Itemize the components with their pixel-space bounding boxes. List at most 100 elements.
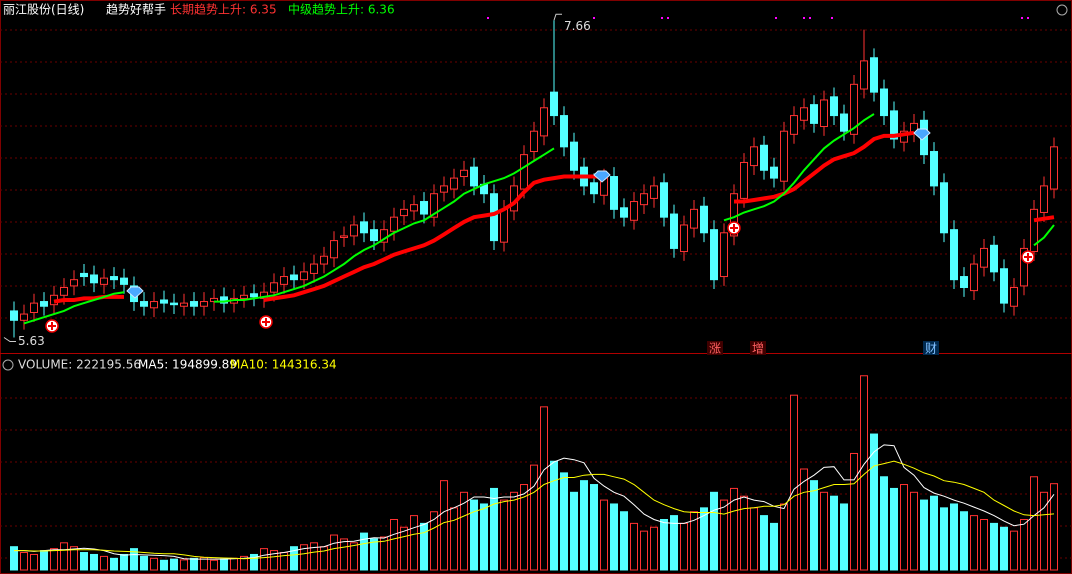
candle-body: [820, 99, 828, 128]
candle-body: [620, 207, 628, 218]
volume-bar: [920, 499, 928, 571]
candle-body: [240, 294, 248, 299]
legend-label: MA5: 194899.89: [138, 358, 237, 372]
candle-body: [550, 91, 558, 117]
event-label[interactable]: 涨: [709, 341, 721, 356]
volume-bar: [20, 552, 28, 571]
volume-bar: [430, 511, 438, 571]
candle-body: [500, 208, 508, 243]
candle-body: [250, 293, 258, 298]
volume-bar: [980, 519, 988, 571]
candle-body: [810, 104, 818, 124]
volume-bar: [1020, 519, 1028, 571]
candle-body: [710, 229, 718, 281]
candle-body: [100, 277, 108, 285]
candle-body: [190, 301, 198, 307]
volume-bar: [440, 480, 448, 571]
candle-body: [950, 229, 958, 281]
line: [23, 113, 1055, 325]
volume-bar: [790, 394, 798, 571]
candle-body: [610, 176, 618, 210]
sell-signal: [126, 286, 144, 299]
candle-body: [110, 276, 118, 281]
line: [14, 444, 1055, 560]
volume-bar: [210, 559, 218, 571]
volume-bar: [880, 476, 888, 571]
volume-bar: [390, 519, 398, 571]
candle-body: [270, 282, 278, 293]
volume-bar: [900, 484, 908, 571]
volume-bar: [130, 548, 138, 571]
volume-bar: [150, 557, 158, 571]
volume-bar: [910, 491, 918, 571]
candle-body: [1000, 268, 1008, 304]
candle-body: [740, 161, 748, 199]
candle-body: [180, 302, 188, 307]
event-label[interactable]: 增: [752, 342, 764, 356]
volume-bar: [1010, 530, 1018, 571]
volume-bar: [850, 452, 858, 571]
candle-body: [790, 115, 798, 135]
volume-bar: [610, 503, 618, 571]
candle-body: [650, 185, 658, 199]
legend-label: 长期趋势上升: 6.35: [170, 3, 277, 17]
volume-bar: [550, 460, 558, 571]
volume-bar: [400, 526, 408, 571]
candle-body: [430, 193, 438, 218]
volume-bar: [50, 548, 58, 571]
high-label: 7.66: [564, 19, 591, 33]
volume-bar: [60, 542, 68, 571]
candle-body: [350, 224, 358, 237]
leader-line: [3, 337, 16, 342]
candle-body: [450, 177, 458, 190]
line: [14, 460, 1055, 560]
volume-bar: [450, 507, 458, 571]
volume-bar: [480, 503, 488, 571]
candle-body: [520, 154, 528, 190]
settings-icon[interactable]: [1056, 4, 1068, 16]
candle-body: [460, 169, 468, 178]
candle-body: [10, 310, 18, 321]
volume-bar: [870, 433, 878, 571]
indicator-name: 趋势好帮手: [106, 3, 166, 17]
volume-bar: [930, 495, 938, 571]
volume-bar: [860, 375, 868, 571]
candle-body: [340, 235, 348, 238]
volume-bar: [470, 499, 478, 571]
volume-bar: [820, 491, 828, 571]
volume-bar: [700, 507, 708, 571]
candle-body: [400, 208, 408, 217]
volume-bar: [10, 546, 18, 571]
candle-body: [830, 96, 838, 117]
candle-body: [940, 182, 948, 234]
volume-bar: [110, 557, 118, 571]
volume-bar: [810, 480, 818, 571]
price-grid: [0, 29, 1072, 319]
top-dots: [487, 17, 1029, 19]
event-box: [923, 341, 939, 355]
collapse-icon[interactable]: [2, 359, 14, 371]
candle-body: [90, 274, 98, 284]
volume-bar: [600, 499, 608, 571]
volume-bar: [890, 487, 898, 571]
buy-signal: [45, 319, 59, 333]
line: [53, 130, 1055, 304]
candle-body: [640, 193, 648, 206]
volume-bar: [740, 495, 748, 571]
event-box: [750, 341, 766, 355]
volume-bar: [190, 557, 198, 571]
marks: 7.66 5.63: [3, 13, 1058, 571]
candle-body: [440, 185, 448, 193]
volume-bar: [1030, 476, 1038, 571]
candle-body: [890, 110, 898, 140]
candle-body: [310, 263, 318, 274]
volume-bar: [270, 550, 278, 571]
candle-body: [170, 302, 178, 306]
candle-body: [750, 146, 758, 167]
volume-bar: [40, 550, 48, 571]
event-label[interactable]: 财: [925, 342, 937, 356]
candle-body: [860, 60, 868, 90]
candle-body: [870, 57, 878, 93]
